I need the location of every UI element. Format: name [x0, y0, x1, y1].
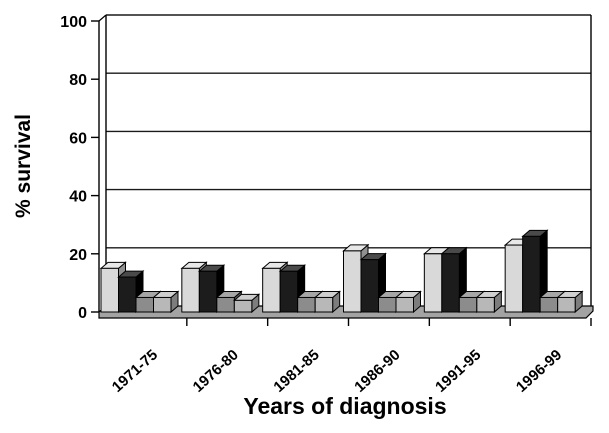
bar-front-face: [262, 267, 281, 313]
bar-cluster-1971-75: [99, 261, 180, 314]
x-tick-label: 1986-90: [351, 346, 403, 395]
x-tick-label: 1971-75: [109, 346, 161, 395]
x-tick-label: 1991-95: [432, 346, 484, 395]
bar-1976-80-series-2-black: [197, 264, 226, 314]
x-axis-title: Years of diagnosis: [243, 393, 446, 419]
x-tick-label: 1996-99: [513, 346, 565, 395]
bar-front-face: [458, 296, 478, 313]
x-tick-label: 1976-80: [190, 346, 242, 395]
bar-front-face: [504, 244, 524, 313]
bar-front-face: [423, 253, 443, 313]
bar-1976-80-series-4-mid-gray: [232, 293, 261, 314]
bar-cluster-1981-85: [261, 261, 342, 314]
bar-1971-75-series-4-mid-gray: [152, 290, 180, 314]
y-tick-label: 80: [69, 72, 87, 89]
bar-1996-99-series-4-mid-gray: [556, 290, 584, 314]
bar-front-face: [557, 296, 576, 313]
y-tick-label: 20: [69, 247, 87, 264]
y-tick-label: 0: [78, 305, 87, 322]
bar-front-face: [279, 270, 299, 313]
y-axis-depth-connector: [98, 14, 107, 22]
bar-cluster-1986-90: [342, 243, 422, 314]
bar-front-face: [181, 267, 200, 313]
bar-front-face: [476, 296, 495, 313]
bar-1986-90-series-4-mid-gray: [394, 290, 422, 314]
bar-front-face: [216, 296, 235, 313]
bar-front-face: [378, 296, 397, 313]
y-tick-label: 40: [69, 189, 87, 206]
bar-1981-85-series-4-mid-gray: [313, 290, 342, 314]
bar-front-face: [522, 235, 541, 313]
bar-front-face: [441, 253, 460, 313]
bar-front-face: [233, 299, 253, 313]
bar-front-face: [118, 276, 137, 313]
bar-front-face: [135, 296, 154, 313]
x-tick-label: 1981-85: [270, 346, 322, 395]
bar-front-face: [360, 259, 379, 313]
bar-front-face: [198, 270, 218, 313]
bar-cluster-1996-99: [503, 229, 584, 314]
bar-front-face: [343, 250, 362, 313]
bar-front-face: [395, 296, 414, 313]
y-axis-title: % survival: [12, 114, 35, 218]
bar-1991-95-series-4-mid-gray: [475, 290, 503, 314]
bar-front-face: [314, 296, 334, 313]
bar-cluster-1991-95: [422, 246, 503, 314]
bar-cluster-1976-80: [180, 261, 261, 314]
bar-1996-99-series-2-black: [521, 229, 549, 314]
bar-front-face: [297, 296, 316, 313]
bar-front-face: [153, 296, 172, 313]
bar-front-face: [539, 296, 559, 313]
y-tick-label: 100: [60, 14, 87, 31]
y-tick-label: 60: [69, 130, 87, 147]
bar-front-face: [100, 267, 119, 313]
